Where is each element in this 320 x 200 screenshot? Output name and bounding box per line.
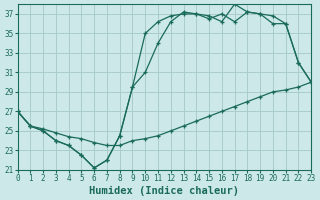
X-axis label: Humidex (Indice chaleur): Humidex (Indice chaleur) — [89, 186, 239, 196]
